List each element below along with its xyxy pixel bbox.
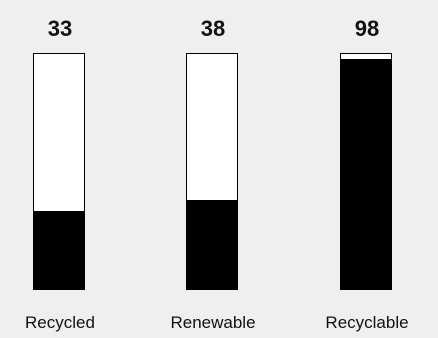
bar-fill-recycled [34, 211, 84, 289]
bar-group-recycled: 33 Recycled [0, 0, 120, 338]
bar-group-renewable: 38 Renewable [153, 0, 273, 338]
category-label-recyclable: Recyclable [325, 313, 409, 332]
bar-frame-recyclable [340, 53, 392, 290]
value-label-recyclable: 98 [354, 16, 380, 41]
value-label-renewable: 38 [200, 16, 226, 41]
category-label-recycled: Recycled [25, 313, 95, 332]
bar-frame-renewable [186, 53, 238, 290]
bar-group-recyclable: 98 Recyclable [307, 0, 427, 338]
category-label-renewable: Renewable [170, 313, 256, 332]
bar-frame-recycled [33, 53, 85, 290]
bar-fill-recyclable [341, 59, 391, 289]
value-label-recycled: 33 [47, 16, 73, 41]
bar-fill-renewable [187, 200, 237, 289]
